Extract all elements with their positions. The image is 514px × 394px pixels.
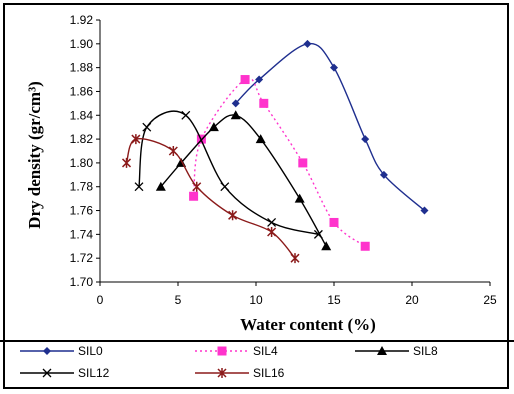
series-line xyxy=(235,42,425,212)
data-point xyxy=(361,135,370,144)
legend-label: SIL8 xyxy=(413,344,438,358)
data-point xyxy=(303,39,312,48)
y-tick-label: 1.86 xyxy=(70,84,94,98)
data-point xyxy=(142,122,152,132)
legend-label: SIL12 xyxy=(78,366,110,380)
data-point xyxy=(329,217,339,227)
data-point xyxy=(321,241,332,251)
data-point xyxy=(208,122,219,132)
data-point xyxy=(134,182,144,192)
legend-label: SIL0 xyxy=(78,344,103,358)
data-point xyxy=(181,110,191,120)
y-tick-label: 1.70 xyxy=(70,275,94,289)
y-tick-label: 1.74 xyxy=(70,227,94,241)
data-point xyxy=(294,193,305,203)
data-point xyxy=(155,181,166,191)
legend-item: SIL8 xyxy=(355,344,438,358)
series-line xyxy=(192,77,366,247)
data-point xyxy=(192,181,202,192)
legend-label: SIL16 xyxy=(253,366,285,380)
data-point xyxy=(259,98,269,108)
chart-frame: 0 5 10 15 20 25 1.70 1.72 1.74 1.76 1.78 1.80 1.82 1… xyxy=(0,3,514,389)
data-point xyxy=(298,158,308,168)
y-tick-label: 1.84 xyxy=(70,108,94,122)
y-tick-label: 1.80 xyxy=(70,156,94,170)
y-tick-label: 1.82 xyxy=(70,132,94,146)
data-point xyxy=(255,134,266,144)
series-sil0 xyxy=(231,39,429,215)
series-sil16 xyxy=(121,134,300,264)
legend-marker xyxy=(217,346,227,356)
data-point xyxy=(255,75,264,84)
data-point xyxy=(360,241,370,251)
data-point xyxy=(121,157,132,168)
data-point xyxy=(240,75,250,85)
data-point xyxy=(420,206,429,215)
data-point xyxy=(267,226,277,237)
x-tick-label: 25 xyxy=(483,293,497,307)
series-sil8 xyxy=(155,110,332,251)
data-point xyxy=(379,170,388,179)
y-axis-title: Dry density (gr/cm³) xyxy=(25,81,44,229)
x-tick-label: 20 xyxy=(405,293,419,307)
y-tick-label: 1.78 xyxy=(70,180,94,194)
data-point xyxy=(330,63,338,72)
x-axis-title: Water content (%) xyxy=(240,315,376,334)
y-tick-label: 1.76 xyxy=(70,204,94,218)
x-tick-label: 15 xyxy=(327,293,341,307)
y-tick-label: 1.90 xyxy=(70,37,94,51)
y-tick-label: 1.92 xyxy=(70,13,94,27)
x-tick-label: 0 xyxy=(97,293,104,307)
legend-marker xyxy=(217,368,227,378)
data-point xyxy=(168,146,178,156)
data-point xyxy=(230,110,241,120)
series-sil12 xyxy=(134,110,323,239)
data-point xyxy=(313,229,323,239)
series-line xyxy=(138,110,319,236)
data-point xyxy=(220,182,230,192)
series-line xyxy=(125,138,296,259)
data-point xyxy=(228,210,238,221)
legend-label: SIL4 xyxy=(253,344,278,358)
data-point xyxy=(267,217,277,227)
x-tick-label: 5 xyxy=(175,293,182,307)
series-line xyxy=(160,114,327,247)
legend-marker xyxy=(43,347,51,355)
data-point xyxy=(290,253,300,264)
data-point xyxy=(189,191,199,201)
y-tick-label: 1.72 xyxy=(70,251,94,265)
series-sil4 xyxy=(189,75,370,251)
x-tick-label: 10 xyxy=(249,293,263,307)
legend-marker xyxy=(42,368,52,378)
legend-item: SIL16 xyxy=(195,366,285,380)
legend-item: SIL4 xyxy=(195,344,278,358)
legend-item: SIL12 xyxy=(20,366,110,380)
legend-marker xyxy=(377,346,387,355)
y-tick-label: 1.88 xyxy=(70,61,94,75)
data-point xyxy=(131,134,141,145)
data-point xyxy=(231,99,240,108)
legend-item: SIL0 xyxy=(20,344,103,358)
